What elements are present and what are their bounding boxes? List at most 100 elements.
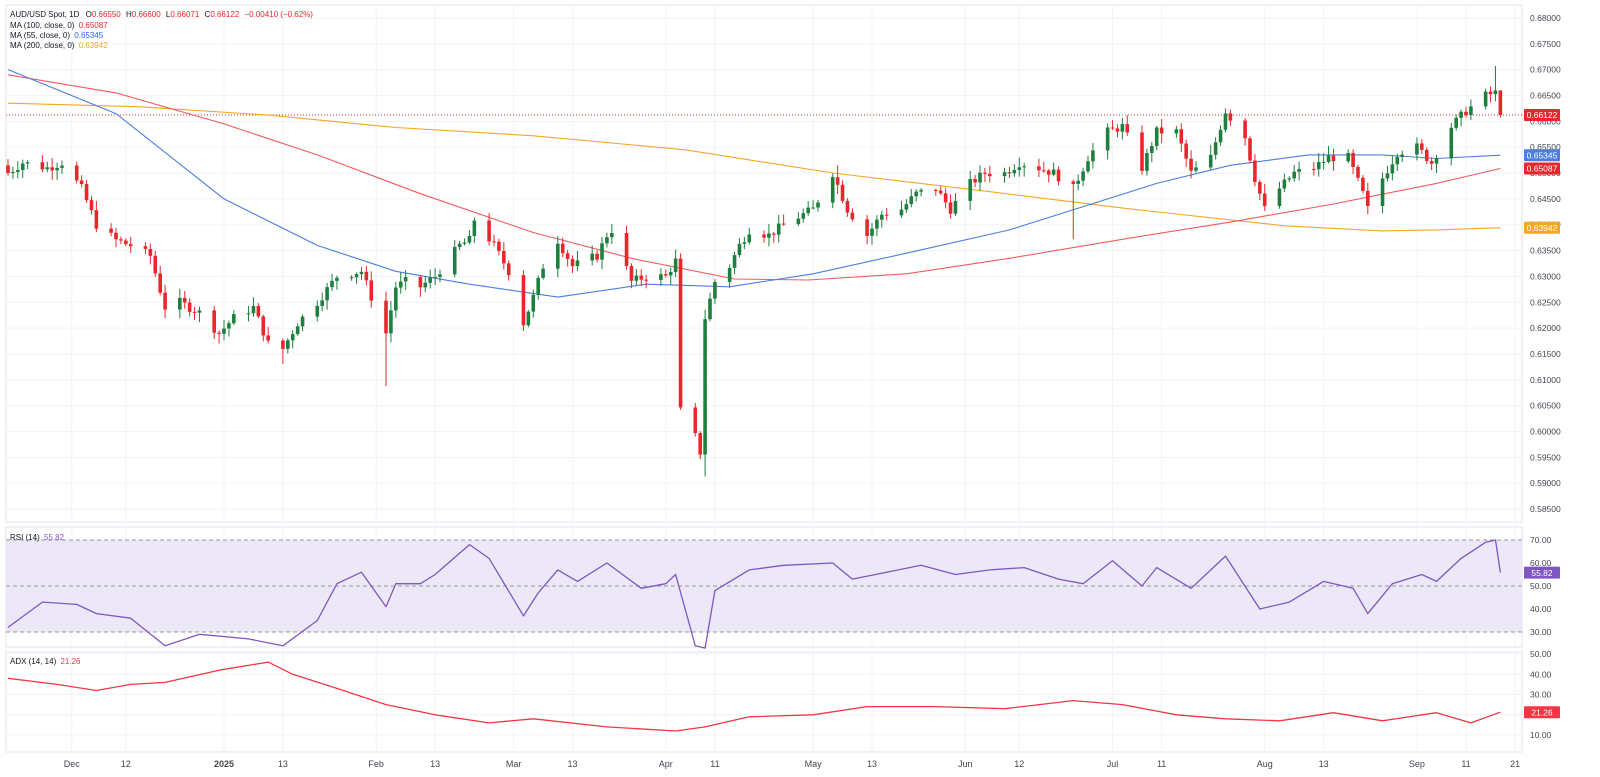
candle-body [1022,166,1026,168]
adx-tick-label: 10.00 [1530,730,1552,740]
x-tick-label: Sep [1409,759,1425,769]
ma100-legend[interactable]: MA (100, close, 0) 0.65087 [10,21,108,31]
candle-body [835,177,840,185]
rsi-line [7,539,1502,649]
ma100-value: 0.65087 [78,21,108,30]
candle-body [506,263,511,276]
candle-body [74,165,79,181]
ma55-legend[interactable]: MA (55, close, 0) 0.65345 [10,31,103,41]
y-tick-label: 0.60500 [1530,401,1561,411]
candle-body [914,191,918,197]
candle-body [948,202,953,214]
candle-body [703,319,707,455]
candle-body [364,271,369,281]
candle-body [1115,128,1120,132]
candle-body [192,311,197,313]
indicator-lines [7,539,1502,732]
candle-body [1331,155,1336,162]
candle-body [1395,156,1400,165]
high-value: 0.66600 [131,10,161,19]
candle-body [394,287,398,311]
candle-body [1277,188,1282,207]
candle-body [1321,161,1326,163]
candle-body [1316,162,1321,170]
candle-body [541,268,545,278]
candle-body [261,316,266,336]
candle-body [732,255,737,268]
candle-body [605,237,609,244]
candle-body [1017,167,1022,170]
price-tag-bg [1524,162,1560,175]
y-tick-label: 0.59500 [1530,452,1561,462]
ma55-value: 0.65345 [74,31,104,40]
ma55-label: MA (55, close, 0) [10,31,71,40]
candle-body [1498,90,1503,116]
rsi-legend[interactable]: RSI (14) 55.82 [10,533,64,543]
candle-body [875,219,879,229]
candle-body [349,277,354,279]
candle-body [227,323,231,329]
adx-tick-label: 40.00 [1530,669,1552,679]
candle-body [1429,161,1434,164]
candle-body [79,180,84,185]
candle-body [600,243,604,260]
price-labels: 0.66122 0.65345 0.65087 0.63942 55.82 21.26 [1524,109,1560,719]
candle-body [1037,166,1041,171]
candle-body [369,280,374,301]
x-tick-label: Apr [659,759,673,769]
adx-line [7,661,1501,732]
adx-legend[interactable]: ADX (14, 14) 21.26 [10,657,81,667]
candle-body [899,209,904,216]
candle-body [320,300,324,306]
candle-body [178,297,182,310]
candle-body [575,260,580,267]
candle-body [300,316,305,327]
candle-body [526,311,531,326]
candle-body [978,172,982,183]
candle-body [266,335,270,341]
candle-body [1390,164,1395,174]
candle-body [467,235,472,243]
candle-body [1292,171,1296,179]
y-tick-label: 0.66000 [1530,116,1561,126]
close-value: 0.66122 [210,10,240,19]
candle-body [315,305,320,317]
candle-body [943,193,948,203]
ma200-legend[interactable]: MA (200, close, 0) 0.63942 [10,41,108,51]
x-tick-label: 13 [278,759,288,769]
low-value: 0.66071 [170,10,200,19]
candle-body [934,190,938,192]
candle-body [531,294,536,312]
candle-body [953,200,958,214]
candle-body [1380,178,1385,207]
candle-body [182,297,187,303]
candle-body [938,190,943,194]
x-tick-label: 11 [710,759,719,769]
rsi-label: RSI (14) [10,533,40,542]
candle-body [1086,161,1090,172]
price-tag: 0.66122 [1527,110,1558,120]
candle-body [389,310,393,334]
adx-tick-label: 30.00 [1530,690,1552,700]
candle-body [801,213,806,219]
candle-body [830,177,835,203]
candle-body [668,272,673,276]
candle-body [1469,106,1473,115]
candle-body [988,173,992,177]
x-tick-label: 13 [430,759,440,769]
candle-body [1159,127,1164,134]
change-value: −0.00410 (−0.62%) [244,10,313,19]
candle-body [1351,153,1355,167]
candle-body [811,207,815,209]
x-tick-label: 11 [1157,759,1166,769]
candle-body [1071,181,1076,184]
candle-body [433,276,437,278]
x-tick-label: 13 [568,759,578,769]
y-tick-label: 0.67500 [1530,39,1561,49]
candle-body [565,253,570,259]
ma100-label: MA (100, close, 0) [10,21,75,30]
candle-body [659,274,663,280]
rsi-value: 55.82 [44,533,65,542]
